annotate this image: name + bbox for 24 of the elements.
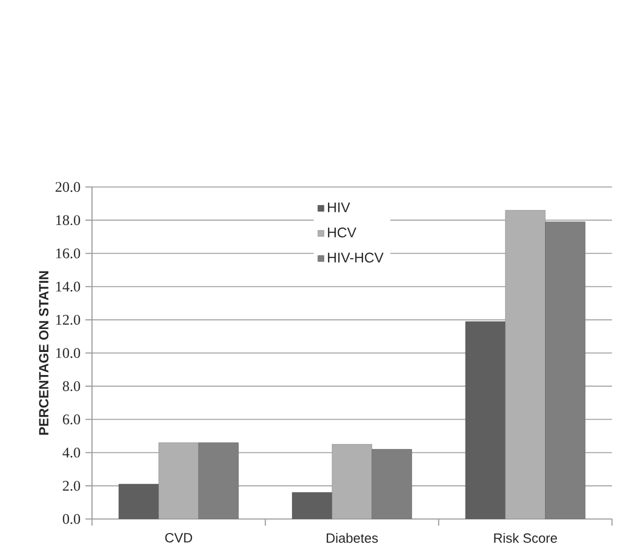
y-tick-label: 8.0 [62,381,80,392]
y-tick-label: 16.0 [56,248,80,258]
x-tick-label: Diabetes [326,533,378,543]
y-tick-label: 4.0 [62,448,80,458]
y-tick-label: 18.0 [56,215,80,226]
bar [292,492,332,519]
y-tick-label: 6.0 [62,414,80,424]
y-tick-label: 20.0 [56,182,80,192]
y-tick-label: 14.0 [56,282,80,292]
bar [118,484,159,519]
y-tick-label: 0.0 [62,514,80,524]
legend-label: HIV-HCV [328,252,384,263]
y-axis-title: PERCENTAGE ON STATIN [39,271,48,435]
y-tick-label: 12.0 [56,314,80,325]
x-tick-label: Risk Score [494,533,557,543]
bar [198,442,239,519]
bar [465,321,506,519]
y-tick-label: 10.0 [56,348,80,358]
legend-label: HCV [328,228,356,238]
y-tick-label: 2.0 [62,480,80,491]
legend-label: HIV [328,202,350,212]
bar [545,222,586,519]
bar [372,449,412,519]
x-tick-label: CVD [165,533,192,542]
